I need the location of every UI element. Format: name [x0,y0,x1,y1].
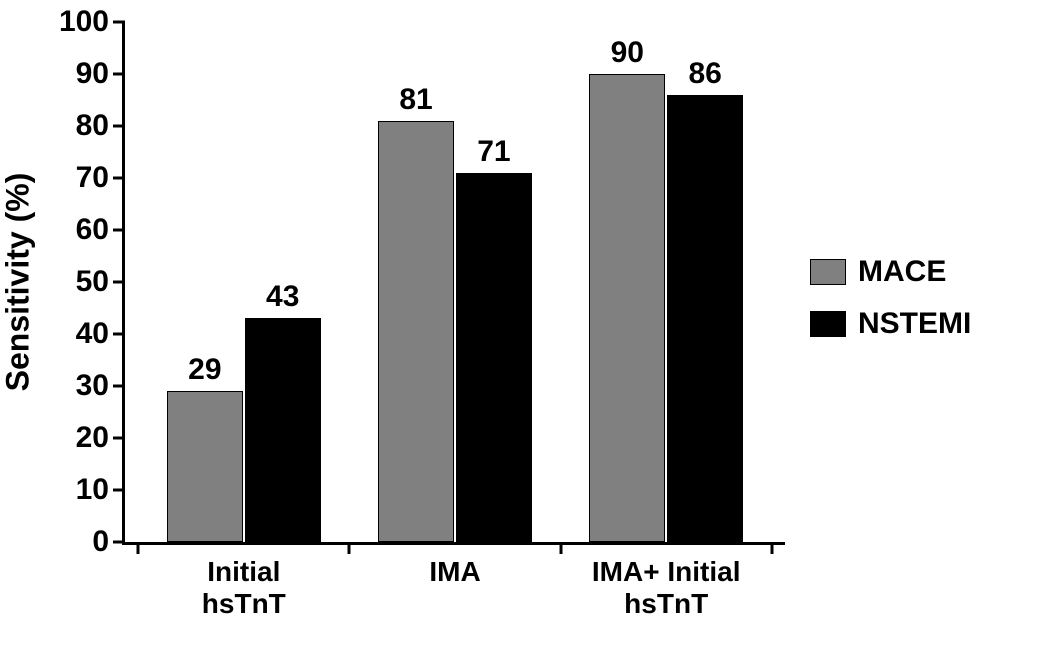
y-tick-label: 30 [76,369,125,403]
y-tick-label: 80 [76,109,125,143]
bar-value-label: 86 [688,57,721,91]
plot-area: 01020304050607080901002943Initial hsTnT8… [122,22,785,545]
x-tick-mark [770,542,773,554]
x-category-label: Initial hsTnT [202,542,286,620]
x-tick-mark [348,542,351,554]
legend-item-nstemi: NSTEMI [810,307,971,341]
legend: MACE NSTEMI [810,255,971,341]
bar-value-label: 90 [611,36,644,70]
bar-value-label: 29 [188,353,221,387]
legend-swatch [810,259,846,285]
legend-item-mace: MACE [810,255,971,289]
y-tick-label: 70 [76,161,125,195]
y-tick-label: 90 [76,57,125,91]
legend-swatch [810,311,846,337]
bar-mace-1 [378,121,454,542]
bar-value-label: 81 [399,83,432,117]
y-tick-label: 0 [92,525,125,559]
y-tick-label: 100 [59,5,125,39]
x-category-label: IMA+ Initial hsTnT [592,542,741,620]
y-tick-label: 20 [76,421,125,455]
bar-value-label: 43 [266,280,299,314]
bar-value-label: 71 [477,135,510,169]
x-tick-mark [559,542,562,554]
bar-nstemi-0 [245,318,321,542]
bar-nstemi-1 [456,173,532,542]
x-tick-mark [137,542,140,554]
bar-nstemi-2 [667,95,743,542]
y-tick-label: 10 [76,473,125,507]
y-tick-label: 60 [76,213,125,247]
y-tick-label: 40 [76,317,125,351]
legend-label: MACE [858,255,946,289]
y-tick-label: 50 [76,265,125,299]
y-axis-title: Sensitivity (%) [0,173,37,392]
sensitivity-bar-chart: 0 10 20 30 40 50 60 70 80 90 100 29 43 Initial hsTnT 8… [0,0,1050,668]
legend-label: NSTEMI [858,307,971,341]
x-category-label: IMA [429,542,480,588]
bar-mace-2 [589,74,665,542]
bar-mace-0 [167,391,243,542]
